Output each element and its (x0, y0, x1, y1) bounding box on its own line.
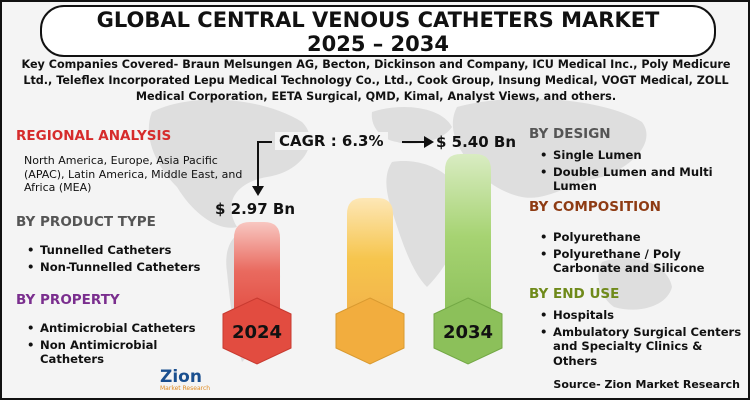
year-2034-label: 2034 (442, 322, 494, 343)
list-item: Non Antimicrobial Catheters (24, 338, 224, 367)
list-item: Non-Tunnelled Catheters (24, 260, 244, 275)
end-use-list: Hospitals Ambulatory Surgical Centers an… (537, 308, 747, 370)
list-item: Polyurethane (537, 230, 737, 245)
list-item: Ambulatory Surgical Centers and Specialt… (537, 325, 747, 369)
list-item: Single Lumen (537, 148, 737, 163)
list-item: Polyurethane / Poly Carbonate and Silico… (537, 247, 737, 276)
design-heading: BY DESIGN (529, 126, 611, 142)
zion-logo: Zion Market Research (160, 369, 210, 393)
source-text: Source- Zion Market Research (553, 378, 740, 391)
pillar-middle (347, 198, 393, 320)
arrow-down-icon (252, 186, 264, 196)
hexagon-2024 (222, 297, 292, 365)
composition-heading: BY COMPOSITION (529, 199, 661, 215)
product-type-heading: BY PRODUCT TYPE (16, 214, 156, 230)
design-list: Single Lumen Double Lumen and Multi Lume… (537, 148, 737, 196)
regional-analysis-heading: REGIONAL ANALYSIS (16, 128, 172, 144)
cagr-arrow-start-line (257, 141, 272, 188)
title-line-1: GLOBAL CENTRAL VENOUS CATHETERS MARKET (96, 8, 660, 32)
property-list: Antimicrobial Catheters Non Antimicrobia… (24, 321, 224, 369)
composition-list: Polyurethane Polyurethane / Poly Carbona… (537, 230, 737, 278)
title-banner: GLOBAL CENTRAL VENOUS CATHETERS MARKET 2… (40, 5, 716, 57)
regional-analysis-text: North America, Europe, Asia Pacific (APA… (24, 154, 243, 194)
list-item: Tunnelled Catheters (24, 243, 244, 258)
end-value: $ 5.40 Bn (436, 133, 517, 151)
hexagon-2034 (433, 297, 503, 365)
start-value: $ 2.97 Bn (215, 200, 296, 218)
key-companies-text: Key Companies Covered- Braun Melsungen A… (21, 58, 731, 103)
hexagon-middle (335, 297, 405, 365)
year-2024-label: 2024 (231, 322, 283, 343)
list-item: Antimicrobial Catheters (24, 321, 224, 336)
end-use-heading: BY END USE (529, 286, 620, 302)
arrow-right-icon (424, 136, 434, 148)
pillar-2024 (234, 222, 280, 320)
logo-text: Zion (160, 367, 202, 387)
logo-subtext: Market Research (160, 385, 211, 392)
list-item: Double Lumen and Multi Lumen (537, 165, 737, 194)
list-item: Hospitals (537, 308, 747, 323)
product-type-list: Tunnelled Catheters Non-Tunnelled Cathet… (24, 243, 244, 276)
pillar-2034 (445, 154, 491, 320)
cagr-label: CAGR : 6.3% (275, 132, 388, 150)
property-heading: BY PROPERTY (16, 292, 120, 308)
title-line-2: 2025 – 2034 (306, 32, 450, 56)
